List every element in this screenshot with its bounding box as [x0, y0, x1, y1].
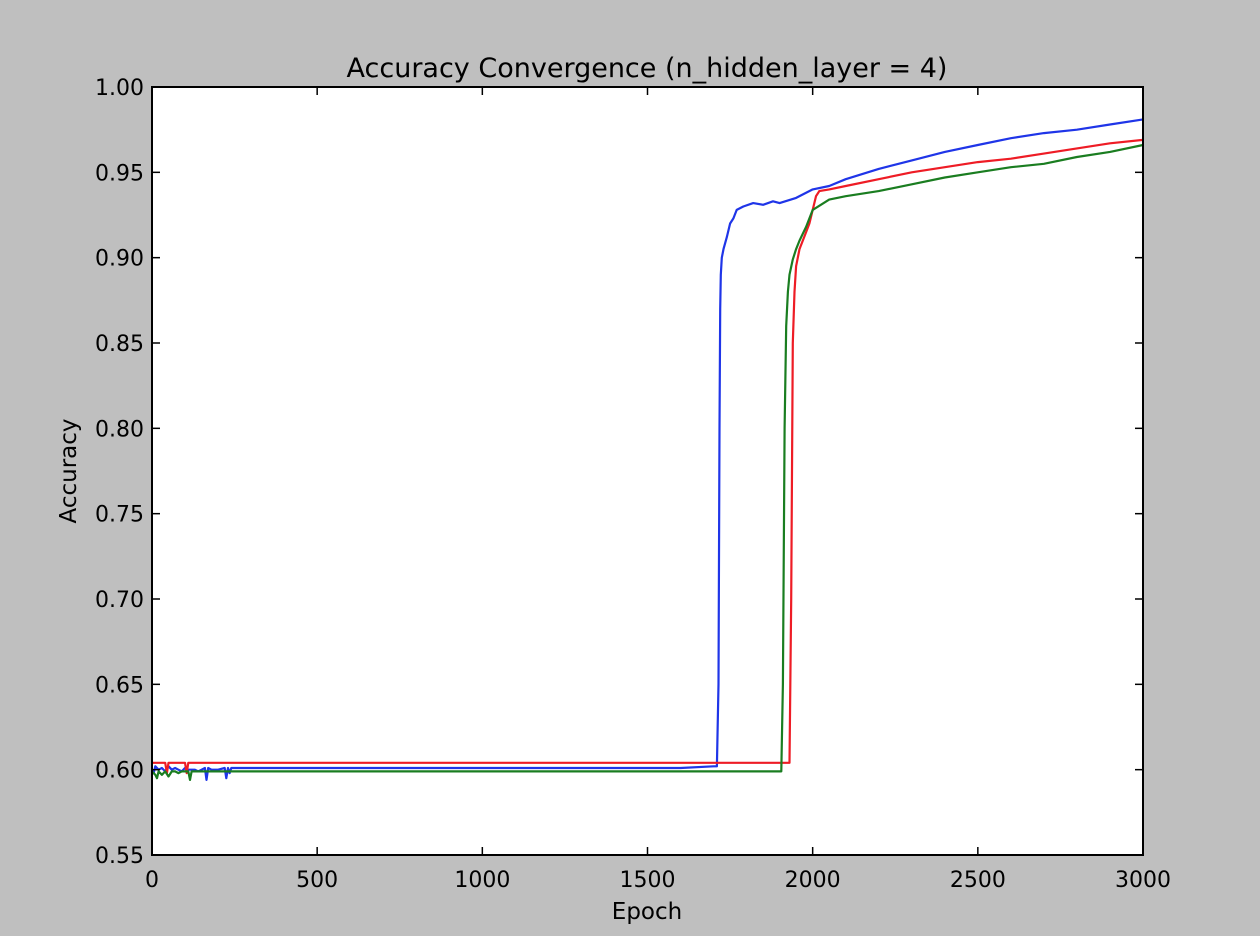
- chart-title: Accuracy Convergence (n_hidden_layer = 4…: [347, 53, 948, 84]
- x-tick-label: 0: [145, 868, 159, 893]
- ticks-layer: 0 500 1000 1500 2000 2500 3000 0.55 0.60 0.65 0.70…: [95, 76, 1171, 893]
- series-line-2: [152, 138, 1144, 775]
- y-tick-label: 0.75: [95, 503, 144, 528]
- x-tick-label: 2500: [950, 868, 1006, 893]
- x-tick-label: 500: [296, 868, 338, 893]
- y-tick-label: 0.70: [95, 588, 144, 613]
- y-tick-label: 0.60: [95, 759, 144, 784]
- y-tick-label: 0.65: [95, 673, 144, 698]
- y-tick-label: 0.85: [95, 332, 144, 357]
- x-tick-label: 1500: [620, 868, 676, 893]
- y-axis-label: Accuracy: [56, 418, 82, 523]
- plot-frame: [151, 86, 1144, 856]
- x-tick-label: 2000: [785, 868, 841, 893]
- series-line-1: [151, 118, 1144, 782]
- y-tick-label: 0.90: [95, 247, 144, 272]
- y-tick-label: 0.55: [95, 844, 144, 869]
- series-line-3: [151, 143, 1144, 782]
- x-tick-label: 1000: [454, 868, 510, 893]
- plot-area: [152, 87, 1143, 855]
- y-tick-label: 1.00: [95, 76, 144, 101]
- y-tick-label: 0.80: [95, 417, 144, 442]
- x-tick-label: 3000: [1115, 868, 1171, 893]
- y-tick-label: 0.95: [95, 161, 144, 186]
- x-axis-label: Epoch: [612, 899, 682, 925]
- series-layer: [151, 118, 1144, 782]
